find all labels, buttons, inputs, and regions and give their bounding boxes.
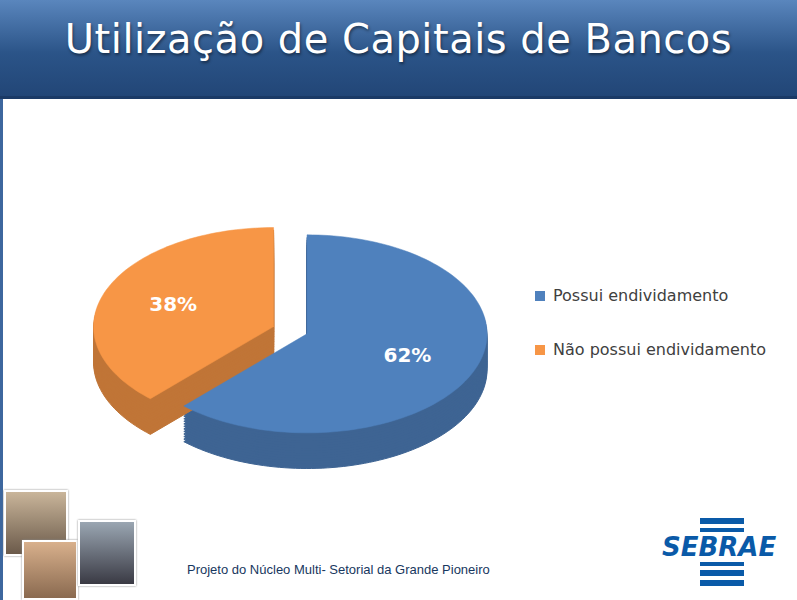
svg-text:62%: 62% <box>384 343 432 367</box>
svg-text:38%: 38% <box>149 292 197 316</box>
html-text:Utilização de Capitais de Banc: Utilização de Capitais de Bancos <box>64 16 733 62</box>
html-text:Projeto do Núcleo Multi- Setor: Projeto do Núcleo Multi- Setorial da Gra… <box>187 562 490 577</box>
html-text:Possui endividamento: Possui endividamento <box>553 286 729 305</box>
html-text:Não possui endividamento: Não possui endividamento <box>553 340 766 359</box>
html-text:SEBRAE: SEBRAE <box>662 532 777 562</box>
